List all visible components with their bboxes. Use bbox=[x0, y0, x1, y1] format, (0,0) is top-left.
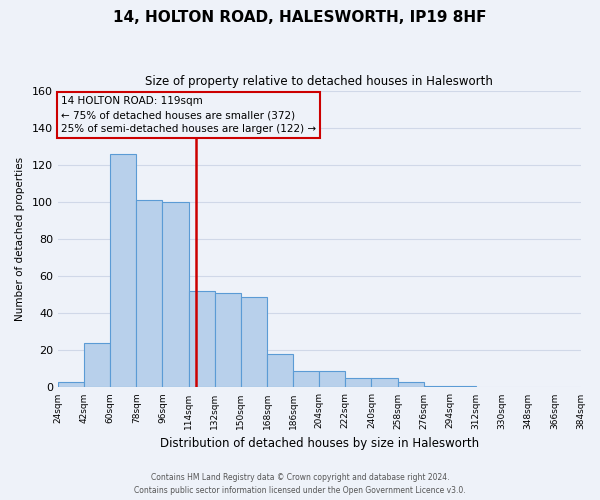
Bar bbox=[371, 378, 398, 388]
Text: 14, HOLTON ROAD, HALESWORTH, IP19 8HF: 14, HOLTON ROAD, HALESWORTH, IP19 8HF bbox=[113, 10, 487, 25]
Bar bbox=[110, 154, 136, 388]
Bar bbox=[346, 378, 371, 388]
Title: Size of property relative to detached houses in Halesworth: Size of property relative to detached ho… bbox=[145, 75, 493, 88]
Bar bbox=[84, 343, 110, 388]
Bar bbox=[215, 293, 241, 388]
Bar bbox=[241, 296, 267, 388]
Y-axis label: Number of detached properties: Number of detached properties bbox=[15, 157, 25, 321]
Bar bbox=[450, 386, 476, 388]
Bar bbox=[163, 202, 188, 388]
Bar bbox=[424, 386, 450, 388]
Bar bbox=[398, 382, 424, 388]
Bar bbox=[319, 370, 346, 388]
Bar bbox=[293, 370, 319, 388]
Bar bbox=[188, 291, 215, 388]
Text: Contains HM Land Registry data © Crown copyright and database right 2024.
Contai: Contains HM Land Registry data © Crown c… bbox=[134, 474, 466, 495]
Bar bbox=[267, 354, 293, 388]
X-axis label: Distribution of detached houses by size in Halesworth: Distribution of detached houses by size … bbox=[160, 437, 479, 450]
Bar bbox=[58, 382, 84, 388]
Bar bbox=[136, 200, 163, 388]
Text: 14 HOLTON ROAD: 119sqm
← 75% of detached houses are smaller (372)
25% of semi-de: 14 HOLTON ROAD: 119sqm ← 75% of detached… bbox=[61, 96, 316, 134]
